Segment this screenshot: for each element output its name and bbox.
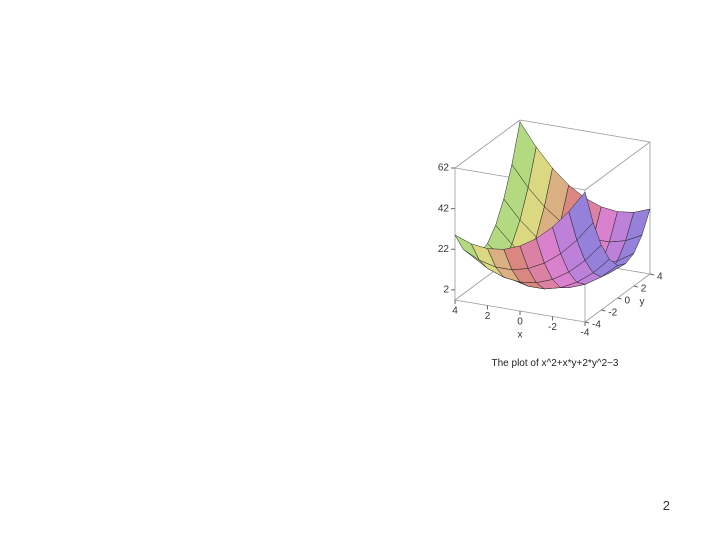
y-tick-label: 4 — [657, 272, 663, 283]
x-tick-label: 0 — [517, 317, 523, 328]
y-tick — [617, 297, 622, 300]
page-number: 2 — [662, 498, 670, 513]
y-tick-label: 0 — [625, 296, 631, 307]
x-tick-label: -4 — [581, 328, 590, 339]
z-tick-label: 22 — [438, 244, 450, 255]
y-tick — [649, 273, 655, 276]
y-tick-label: 2 — [641, 284, 647, 295]
z-tick-label: 62 — [438, 163, 450, 174]
y-tick-label: -2 — [608, 308, 617, 319]
box-edge — [454, 119, 521, 169]
x-tick-label: -2 — [548, 322, 557, 333]
x-axis-label: x — [518, 330, 523, 341]
x-tick-label: 4 — [452, 306, 458, 317]
z-tick-label: 2 — [443, 284, 449, 295]
box-edge — [519, 119, 651, 143]
y-tick — [601, 309, 606, 312]
surface-facet — [568, 191, 594, 241]
box-edge — [584, 141, 651, 191]
y-tick — [584, 321, 590, 324]
y-axis-label: y — [640, 297, 645, 308]
y-tick — [633, 285, 638, 288]
caption: The plot of x^2+x*y+2*y^2−3 — [491, 358, 619, 369]
y-tick-label: -4 — [592, 320, 601, 331]
z-tick-label: 42 — [438, 203, 450, 214]
x-tick-label: 2 — [485, 311, 491, 322]
